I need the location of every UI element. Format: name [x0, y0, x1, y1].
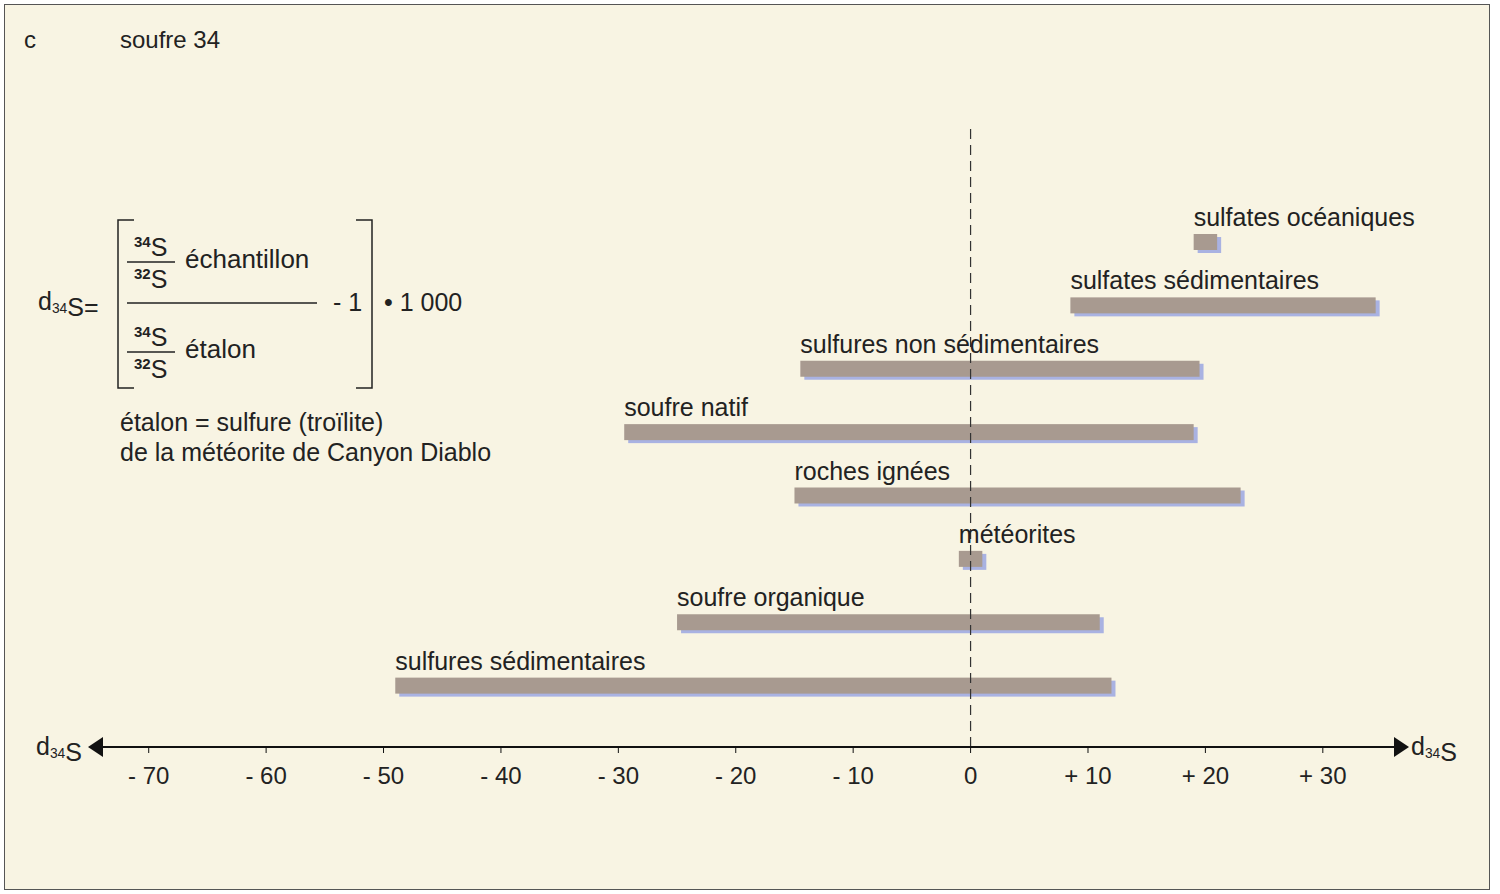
- svg-text:- 60: - 60: [245, 762, 286, 789]
- svg-text:sulfates sédimentaires: sulfates sédimentaires: [1070, 266, 1319, 294]
- svg-text:de la météorite de Canyon Diab: de la météorite de Canyon Diablo: [120, 438, 491, 466]
- svg-text:+ 30: + 30: [1299, 762, 1346, 789]
- svg-text:étalon: étalon: [185, 334, 256, 364]
- svg-text:c: c: [24, 26, 36, 53]
- svg-text:- 50: - 50: [363, 762, 404, 789]
- svg-text:roches ignées: roches ignées: [794, 457, 950, 485]
- svg-text:- 70: - 70: [128, 762, 169, 789]
- svg-text:+ 20: + 20: [1182, 762, 1229, 789]
- svg-text:- 10: - 10: [832, 762, 873, 789]
- svg-text:d34S=: d34S=: [38, 287, 98, 321]
- svg-text:32S: 32S: [134, 355, 167, 383]
- svg-text:d34S: d34S: [1411, 732, 1457, 766]
- svg-text:- 40: - 40: [480, 762, 521, 789]
- svg-text:34S: 34S: [134, 233, 167, 261]
- svg-text:sulfates océaniques: sulfates océaniques: [1194, 203, 1415, 231]
- svg-text:soufre natif: soufre natif: [624, 393, 748, 421]
- svg-text:- 20: - 20: [715, 762, 756, 789]
- svg-text:0: 0: [964, 762, 977, 789]
- svg-text:soufre 34: soufre 34: [120, 26, 220, 53]
- svg-text:soufre organique: soufre organique: [677, 583, 865, 611]
- svg-text:sulfures non sédimentaires: sulfures non sédimentaires: [800, 330, 1099, 358]
- svg-text:météorites: météorites: [959, 520, 1076, 548]
- svg-text:- 1: - 1: [333, 288, 362, 316]
- svg-text:étalon = sulfure (troïlite): étalon = sulfure (troïlite): [120, 408, 383, 436]
- svg-text:échantillon: échantillon: [185, 244, 309, 274]
- svg-text:+ 10: + 10: [1064, 762, 1111, 789]
- svg-text:sulfures sédimentaires: sulfures sédimentaires: [395, 647, 645, 675]
- svg-text:d34S: d34S: [36, 732, 82, 766]
- svg-text:- 30: - 30: [598, 762, 639, 789]
- svg-text:• 1 000: • 1 000: [384, 288, 462, 316]
- svg-text:32S: 32S: [134, 265, 167, 293]
- svg-text:34S: 34S: [134, 323, 167, 351]
